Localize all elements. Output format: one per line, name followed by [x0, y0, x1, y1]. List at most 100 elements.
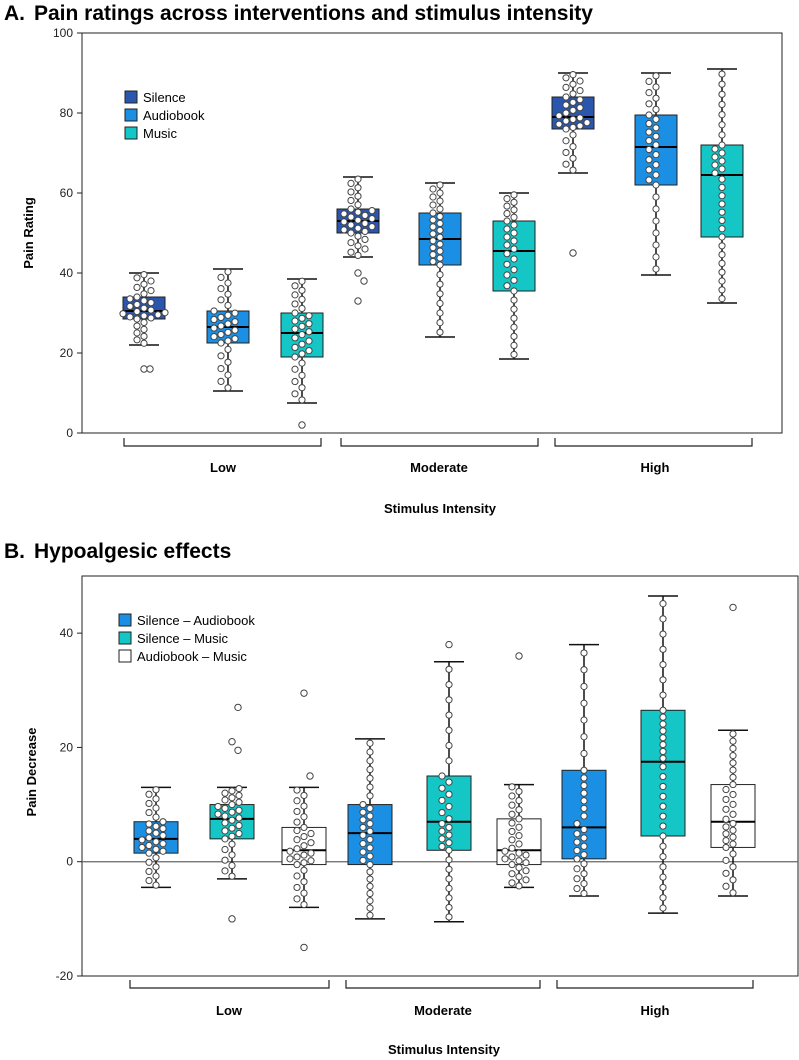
legend-swatch-music: [124, 126, 138, 140]
data-point: [729, 810, 737, 818]
data-point: [354, 232, 362, 240]
panel-b-y-axis: -20 0 20 40: [56, 626, 82, 983]
data-point: [722, 836, 730, 845]
data-point: [580, 716, 588, 724]
data-point: [729, 850, 737, 858]
data-point: [429, 237, 437, 245]
data-point: [145, 799, 153, 808]
data-point: [221, 804, 229, 812]
data-point: [366, 783, 374, 791]
data-point: [429, 209, 437, 217]
group-label-moderate: Moderate: [410, 460, 468, 475]
data-point: [510, 323, 518, 331]
data-point: [145, 820, 153, 828]
data-point: [659, 754, 667, 762]
data-point: [145, 834, 153, 842]
data-point: [569, 106, 577, 114]
data-point: [366, 852, 374, 860]
data-point: [562, 125, 570, 133]
data-point: [361, 245, 369, 253]
data-point: [133, 283, 141, 291]
data-point: [522, 859, 530, 867]
data-point: [652, 94, 660, 102]
data-point: [503, 233, 511, 241]
data-point: [555, 112, 563, 120]
data-point: [580, 834, 588, 842]
data-point: [221, 867, 229, 875]
data-point: [224, 345, 232, 353]
data-point: [652, 253, 660, 261]
data-point: [140, 325, 148, 333]
data-point: [298, 314, 306, 322]
outlier-point: [228, 738, 236, 746]
data-point: [354, 251, 362, 259]
data-point: [228, 816, 236, 824]
data-point: [729, 889, 737, 897]
box-a-low-1: [206, 268, 250, 392]
data-point: [354, 184, 362, 192]
data-point: [221, 845, 229, 854]
data-point: [221, 796, 229, 804]
data-point: [659, 727, 667, 735]
data-point: [711, 153, 719, 161]
data-point: [659, 600, 667, 608]
data-point: [293, 836, 301, 844]
data-point: [221, 789, 229, 797]
data-point: [645, 166, 653, 174]
data-point: [562, 148, 570, 157]
data-point: [366, 911, 374, 919]
data-point: [235, 821, 243, 830]
data-point: [555, 120, 563, 128]
data-point: [508, 783, 516, 791]
data-point: [515, 864, 523, 872]
data-point: [300, 791, 308, 800]
data-point: [298, 295, 306, 303]
data-point: [722, 856, 730, 864]
bracket-low: [123, 438, 322, 447]
data-point: [510, 266, 518, 274]
box-b-high-2: [710, 603, 756, 897]
data-point: [366, 804, 374, 812]
data-point: [140, 290, 148, 298]
data-point: [580, 870, 588, 878]
panel-a: A. Pain ratings across interventions and…: [4, 2, 783, 516]
outlier-point: [569, 249, 577, 257]
data-point: [718, 242, 726, 250]
data-point: [366, 904, 374, 912]
data-point: [573, 875, 581, 883]
data-point: [580, 766, 588, 774]
data-point: [354, 192, 362, 200]
data-point: [133, 315, 141, 323]
data-point: [147, 287, 155, 295]
data-point: [718, 80, 726, 88]
data-point: [503, 271, 511, 279]
data-point: [300, 889, 308, 897]
data-point: [359, 823, 367, 832]
legend-swatch-silence-audiobook: [118, 613, 132, 627]
bracket-moderate: [340, 438, 539, 447]
data-point: [293, 826, 301, 835]
data-point: [140, 312, 148, 320]
data-point: [508, 819, 516, 827]
data-point: [366, 820, 374, 828]
data-point: [659, 852, 667, 861]
data-point: [293, 853, 301, 861]
data-point: [445, 741, 453, 750]
data-point: [718, 183, 726, 191]
data-point: [718, 70, 726, 78]
data-point: [368, 207, 376, 215]
panel-b-title: Hypoalgesic effects: [34, 540, 231, 563]
data-point: [515, 857, 523, 865]
legend-label-silence-music: Silence – Music: [137, 631, 229, 646]
data-point: [228, 800, 236, 809]
data-point: [562, 160, 570, 168]
data-point: [436, 328, 444, 336]
data-point: [235, 784, 243, 793]
data-point: [300, 813, 308, 821]
data-point: [659, 660, 667, 669]
data-point: [522, 867, 530, 875]
data-point: [659, 676, 667, 684]
data-point: [445, 856, 453, 864]
data-point: [361, 235, 369, 243]
data-point: [354, 175, 362, 183]
